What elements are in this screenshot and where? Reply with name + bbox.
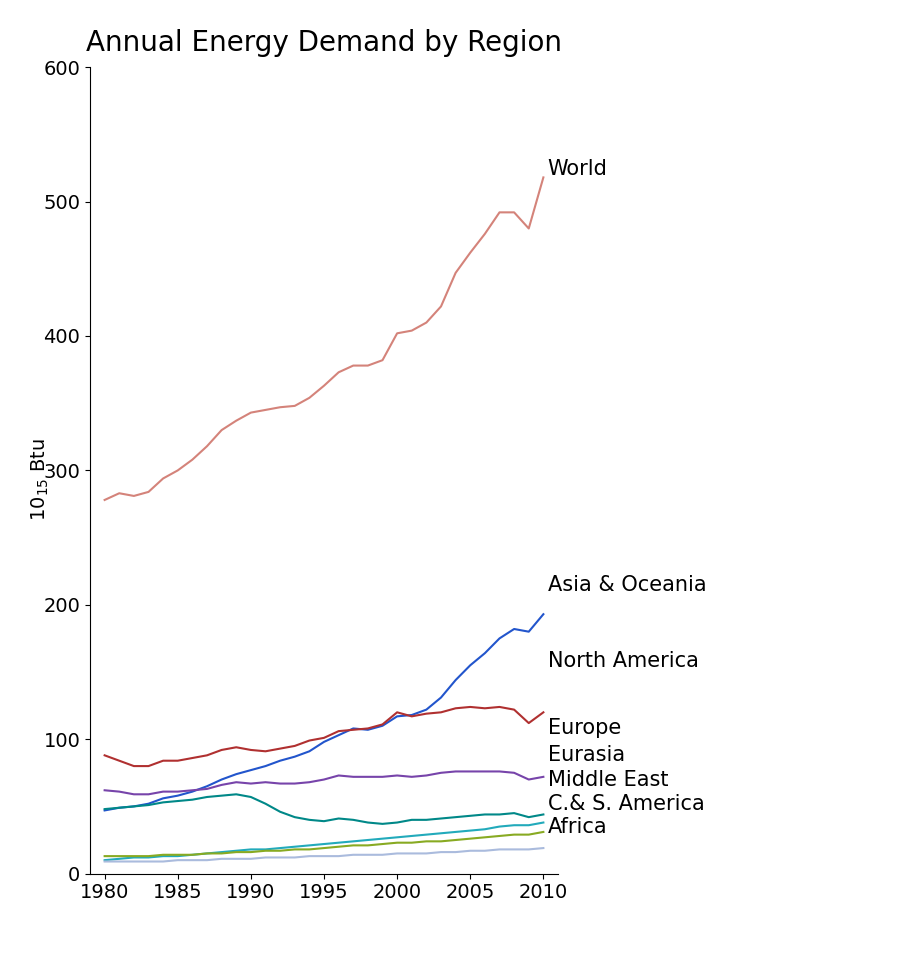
Text: Africa: Africa	[548, 817, 608, 836]
Title: Annual Energy Demand by Region: Annual Energy Demand by Region	[86, 29, 562, 57]
Text: Middle East: Middle East	[548, 770, 669, 789]
Text: Eurasia: Eurasia	[548, 745, 625, 765]
Text: $10_{15}$ Btu: $10_{15}$ Btu	[30, 439, 51, 521]
Text: World: World	[548, 159, 608, 180]
Text: C.& S. America: C.& S. America	[548, 794, 705, 814]
Text: Asia & Oceania: Asia & Oceania	[548, 575, 706, 594]
Text: Europe: Europe	[548, 718, 621, 738]
Text: North America: North America	[548, 651, 698, 671]
